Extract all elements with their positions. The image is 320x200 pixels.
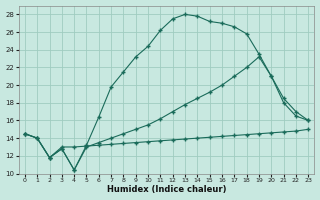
X-axis label: Humidex (Indice chaleur): Humidex (Indice chaleur)	[107, 185, 226, 194]
